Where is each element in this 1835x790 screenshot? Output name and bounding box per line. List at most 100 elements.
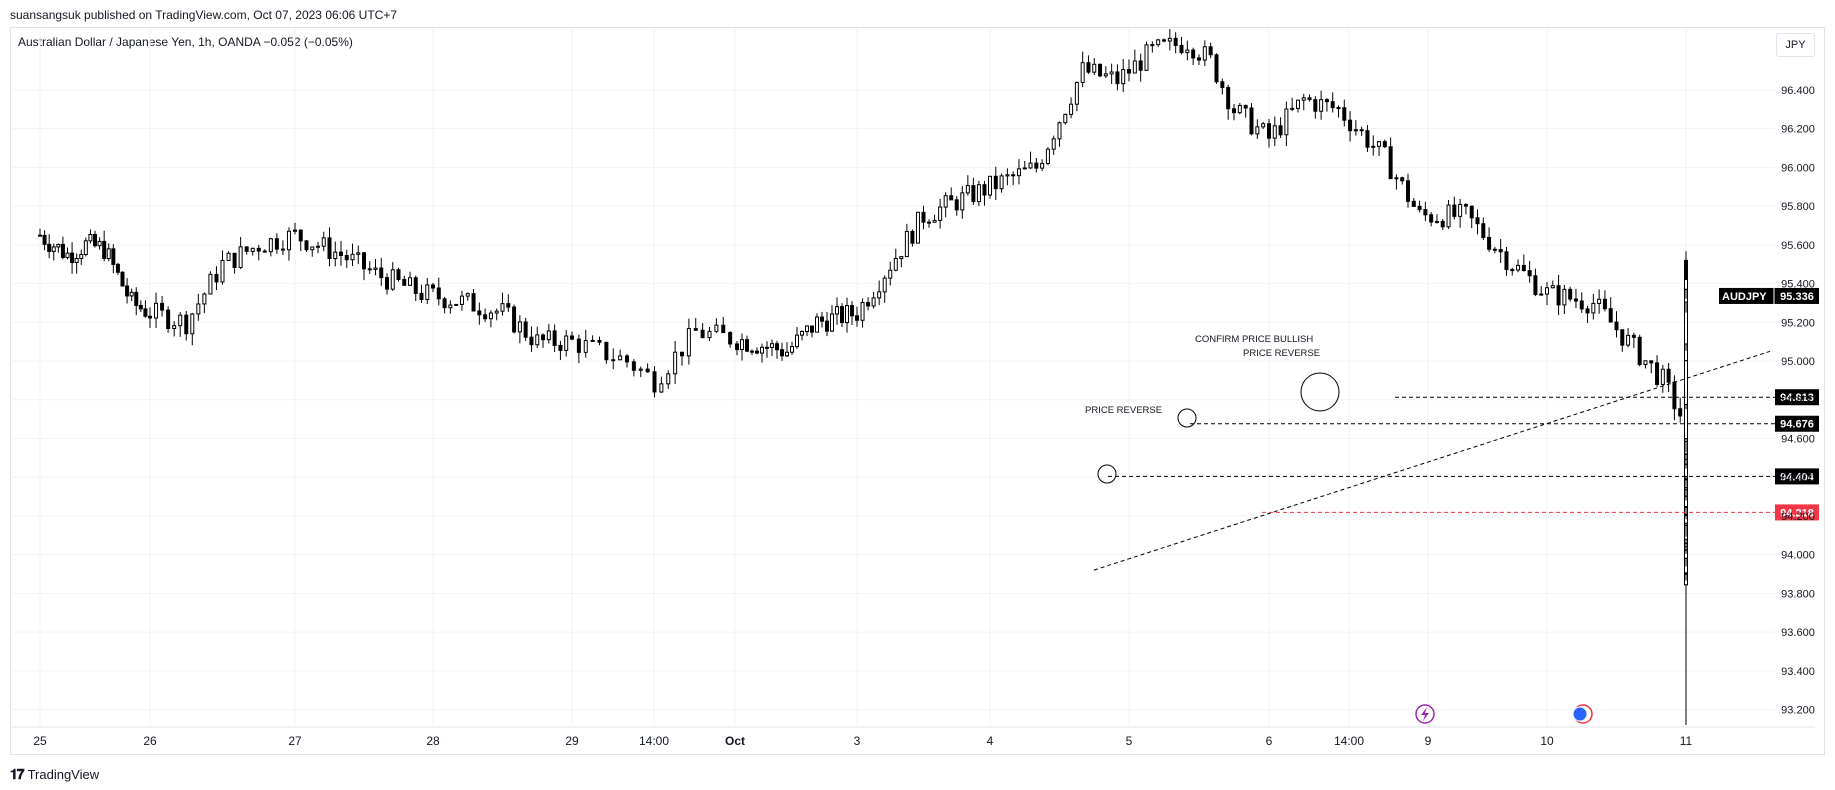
- candle: [597, 336, 602, 346]
- symbol-price-tag[interactable]: AUDJPY 95.336: [1719, 287, 1819, 304]
- candle-body: [413, 277, 418, 294]
- currency-button[interactable]: JPY: [1776, 33, 1815, 57]
- candle-body: [728, 332, 733, 345]
- symbol-legend[interactable]: Australian Dollar / Japanese Yen, 1h, OA…: [18, 35, 353, 49]
- candle: [800, 330, 804, 341]
- candle-body: [1214, 54, 1219, 83]
- price-label[interactable]: 94.404: [1775, 468, 1819, 485]
- candle-body: [244, 246, 249, 252]
- price-label-box: [1775, 415, 1819, 432]
- candle-body: [888, 269, 893, 279]
- price-label[interactable]: 94.813: [1775, 389, 1819, 406]
- candle-body: [1295, 99, 1300, 109]
- candle-body: [274, 238, 279, 250]
- x-tick-label: Oct: [725, 734, 745, 748]
- candle: [850, 301, 854, 325]
- candle-body: [1034, 162, 1039, 169]
- candle: [1342, 99, 1347, 127]
- candle-body: [1684, 279, 1688, 290]
- candle-body: [680, 351, 684, 357]
- event-icons[interactable]: [1415, 704, 1593, 724]
- candle-body: [442, 298, 447, 309]
- candle: [899, 256, 904, 268]
- candle: [673, 341, 678, 384]
- candle-body: [904, 230, 909, 258]
- candles: [38, 28, 1688, 725]
- candle: [795, 327, 799, 349]
- candle: [232, 252, 237, 274]
- candle-body: [921, 211, 926, 223]
- candle: [1063, 113, 1068, 125]
- candle: [1011, 171, 1016, 186]
- time-axis[interactable]: 25 26 27 28 29 14:00 Oct 3 4 5 6 14:00 9 10 11: [10, 726, 1815, 748]
- candle: [638, 366, 643, 378]
- candle-body: [143, 308, 148, 317]
- candle-body: [1336, 107, 1341, 110]
- candle: [65, 247, 70, 260]
- tradingview-logo[interactable]: 𝟏𝟕 TradingView: [10, 766, 99, 783]
- candle: [517, 315, 522, 344]
- candle-body: [666, 373, 671, 385]
- candle: [714, 318, 719, 334]
- candle: [780, 342, 784, 361]
- candle: [362, 251, 366, 281]
- candle: [1202, 40, 1207, 67]
- candle: [750, 349, 754, 356]
- y-tick-label: 94.800: [1781, 395, 1815, 407]
- candle: [396, 267, 401, 282]
- candle: [379, 257, 384, 286]
- price-label[interactable]: 94.676: [1775, 415, 1819, 432]
- candle-body: [327, 237, 332, 260]
- candle-body: [38, 234, 42, 237]
- candle: [1115, 64, 1120, 91]
- candle: [1678, 397, 1683, 423]
- candle-body: [1684, 403, 1688, 440]
- candle: [785, 342, 789, 358]
- candle-body: [971, 185, 976, 203]
- candle: [321, 231, 326, 252]
- candle: [1330, 92, 1335, 113]
- candle-body: [138, 304, 143, 310]
- price-label[interactable]: 94.218: [1775, 504, 1819, 521]
- candle-body: [1516, 264, 1521, 271]
- event-flag-icon[interactable]: [1572, 704, 1593, 724]
- candle: [1295, 99, 1300, 113]
- candle: [268, 237, 273, 257]
- candle: [1022, 160, 1027, 170]
- candle-body: [477, 310, 482, 316]
- candle-body: [523, 321, 528, 338]
- candle-body: [1388, 146, 1393, 180]
- candle: [1191, 47, 1196, 66]
- candle: [1197, 54, 1201, 66]
- candle: [910, 229, 915, 247]
- candle-body: [1382, 141, 1387, 148]
- candle-body: [1626, 334, 1631, 346]
- event-lightning-icon[interactable]: [1415, 704, 1435, 724]
- candle-body: [1359, 129, 1364, 132]
- price-label-box: [1775, 468, 1819, 485]
- candle-body: [1226, 86, 1231, 110]
- candle-body: [1237, 104, 1242, 114]
- candle-body: [673, 351, 678, 375]
- candle: [1127, 59, 1131, 82]
- candle: [500, 292, 505, 316]
- candle: [932, 214, 937, 223]
- candle-body: [74, 257, 79, 264]
- candle-body: [1115, 71, 1120, 85]
- candle: [1051, 135, 1056, 155]
- candle-body: [1556, 285, 1561, 306]
- candle-body: [943, 195, 948, 208]
- candle-body: [1057, 122, 1062, 140]
- candle: [390, 262, 395, 291]
- candle-body: [1121, 69, 1126, 85]
- candle-body: [700, 329, 705, 339]
- candle: [1510, 267, 1515, 276]
- candle-body: [999, 175, 1004, 190]
- candle-body: [785, 351, 789, 357]
- candle: [70, 242, 75, 274]
- price-axis[interactable]: 96.400 96.200 96.000 95.800 95.600 95.400 95.2…: [1781, 85, 1815, 717]
- candle-body: [1028, 162, 1033, 169]
- candle-body: [1377, 141, 1382, 147]
- candle-body: [1162, 39, 1166, 42]
